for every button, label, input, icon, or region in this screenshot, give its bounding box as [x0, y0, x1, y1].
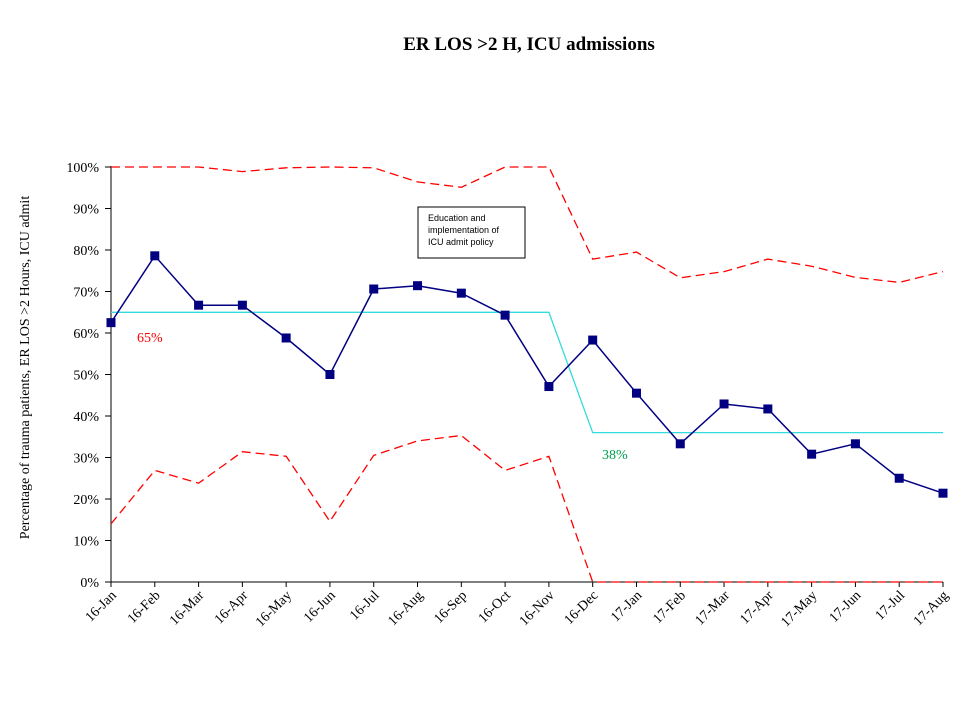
data-point [588, 335, 598, 345]
x-tick-label: 16-Feb [125, 588, 164, 627]
data-point [807, 449, 817, 459]
y-tick-label: 60% [73, 327, 99, 342]
y-tick-label: 90% [73, 203, 99, 218]
data-point [281, 333, 291, 343]
x-tick-label: 16-Nov [517, 588, 558, 629]
x-tick-label: 16-Apr [212, 588, 251, 627]
x-tick-label: 17-Jun [827, 588, 865, 626]
policy-note-box [417, 206, 526, 259]
x-tick-label: 16-Dec [562, 588, 602, 628]
y-tick-label: 30% [73, 452, 99, 467]
mean-line [111, 311, 943, 434]
lower-limit-line [110, 434, 943, 583]
policy-note-line: implementation of [428, 225, 500, 235]
series-layer [106, 166, 948, 583]
data-point [456, 288, 466, 298]
upper-limit-line [111, 166, 944, 284]
data-point [500, 310, 510, 320]
x-tick-label: 17-Apr [737, 588, 776, 627]
data-point [544, 382, 554, 392]
x-tick-label: 17-Jan [608, 588, 645, 625]
data-point [325, 370, 335, 379]
y-tick-label: 50% [73, 369, 99, 384]
y-tick-label: 20% [73, 493, 99, 508]
policy-note-line: Education and [428, 213, 486, 223]
data-point [850, 439, 860, 449]
x-tick-label: 16-Oct [476, 588, 514, 626]
y-tick-label: 0% [80, 576, 99, 591]
x-tick-label: 16-Aug [385, 588, 426, 629]
axes [105, 166, 944, 587]
x-tick-label: 16-Jun [301, 588, 339, 626]
data-point [150, 251, 160, 261]
data-point [719, 399, 729, 409]
x-tick-label: 17-Feb [650, 588, 689, 627]
data-point [106, 318, 116, 328]
x-tick-label: 16-Mar [167, 588, 208, 629]
data-point [675, 439, 685, 449]
y-tick-label: 80% [73, 244, 99, 259]
y-axis-label: Percentage of trauma patients, ER LOS >2… [18, 196, 33, 540]
y-tick-label: 100% [66, 161, 99, 176]
y-tick-label: 40% [73, 410, 99, 425]
x-tick-label: 17-Jul [873, 588, 908, 623]
x-tick-label: 17-Mar [693, 588, 734, 629]
data-point [631, 388, 641, 398]
percent-line [110, 254, 944, 494]
mean-label-before: 65% [137, 331, 163, 346]
y-tick-label: 70% [73, 286, 99, 301]
data-point [194, 300, 204, 310]
chart-title: ER LOS >2 H, ICU admissions [403, 34, 655, 55]
mean-label-after: 38% [602, 448, 628, 463]
data-point [894, 473, 904, 483]
annotation-layer: 65% 38% Education and implementation of ICU … [137, 206, 628, 463]
x-tick-label: 16-Jul [347, 588, 382, 623]
x-tick-label: 17-Aug [911, 588, 952, 629]
y-axis-title: Percentage of trauma patients, ER LOS >2… [18, 196, 33, 540]
data-point [237, 300, 247, 310]
x-tick-label: 16-Sep [431, 588, 470, 627]
x-tick-label: 16-May [253, 588, 295, 630]
data-point [763, 404, 773, 414]
policy-note-line: ICU admit policy [428, 237, 494, 247]
x-tick-label: 16-Jan [83, 588, 120, 625]
data-point [369, 284, 379, 294]
data-point [413, 281, 423, 291]
data-point [938, 488, 948, 498]
x-tick-label: 17-May [779, 588, 821, 630]
y-tick-label: 10% [73, 535, 99, 550]
